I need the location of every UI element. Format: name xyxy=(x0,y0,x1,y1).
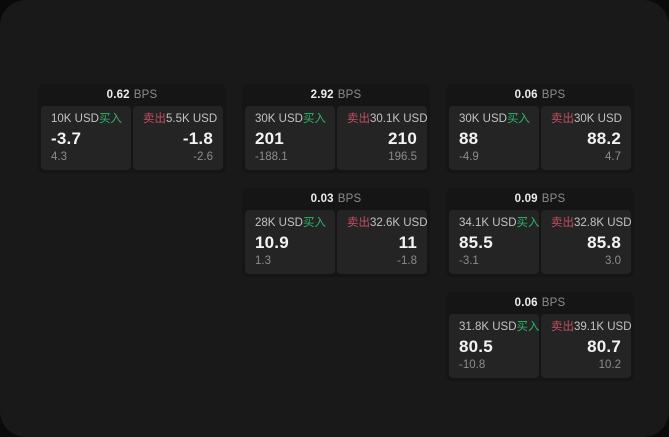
quote-card: 0.09 BPS 34.1K USD 买入 85.5 -3.1 卖出 32.8K… xyxy=(446,188,634,277)
card-header: 2.92 BPS xyxy=(242,84,430,106)
sell-side-label: 卖出 xyxy=(347,217,370,229)
buy-side-label: 买入 xyxy=(302,113,326,125)
sell-sub-value: -1.8 xyxy=(397,254,417,267)
sell-side-label: 卖出 xyxy=(551,321,574,333)
sell-panel[interactable]: 卖出 30.1K USD 210 196.5 xyxy=(337,106,428,170)
card-body: 30K USD 买入 201 -188.1 卖出 30.1K USD 210 1… xyxy=(242,106,430,173)
sell-sub-value: 196.5 xyxy=(388,150,417,163)
sell-amount: 39.1K USD xyxy=(574,321,632,333)
buy-price: 10.9 xyxy=(255,233,289,252)
buy-amount: 10K USD xyxy=(51,113,99,125)
buy-price: 80.5 xyxy=(459,337,493,356)
buy-price: 88 xyxy=(459,129,479,148)
buy-panel[interactable]: 10K USD 买入 -3.7 4.3 xyxy=(41,106,131,170)
sell-side-label: 卖出 xyxy=(143,113,166,125)
card-body: 34.1K USD 买入 85.5 -3.1 卖出 32.8K USD 85.8… xyxy=(446,210,634,277)
sell-amount: 32.8K USD xyxy=(574,217,632,229)
sell-sub-value: 4.7 xyxy=(605,150,621,163)
card-body: 28K USD 买入 10.9 1.3 卖出 32.6K USD 11 -1.8 xyxy=(242,210,430,277)
sell-side-label: 卖出 xyxy=(347,113,370,125)
bps-unit: BPS xyxy=(541,193,566,205)
sell-amount: 5.5K USD xyxy=(166,113,218,125)
buy-sub-value: -4.9 xyxy=(459,150,479,163)
sell-sub-value: -2.6 xyxy=(193,150,213,163)
buy-panel[interactable]: 28K USD 买入 10.9 1.3 xyxy=(245,210,335,274)
bps-unit: BPS xyxy=(337,89,362,101)
buy-amount: 30K USD xyxy=(255,113,303,125)
buy-side-label: 买入 xyxy=(506,113,530,125)
bps-unit: BPS xyxy=(133,89,158,101)
bps-value: 0.09 xyxy=(514,193,538,205)
quotes-grid: 0.62 BPS 10K USD 买入 -3.7 4.3 卖出 5.5K USD xyxy=(38,84,634,381)
sell-panel[interactable]: 卖出 32.8K USD 85.8 3.0 xyxy=(541,210,632,274)
buy-panel[interactable]: 34.1K USD 买入 85.5 -3.1 xyxy=(449,210,540,274)
quote-card: 0.62 BPS 10K USD 买入 -3.7 4.3 卖出 5.5K USD xyxy=(38,84,226,173)
card-body: 30K USD 买入 88 -4.9 卖出 30K USD 88.2 4.7 xyxy=(446,106,634,173)
quote-card: 0.06 BPS 30K USD 买入 88 -4.9 卖出 30K USD xyxy=(446,84,634,173)
quote-card: 0.03 BPS 28K USD 买入 10.9 1.3 卖出 32.6K US… xyxy=(242,188,430,277)
buy-sub-value: 4.3 xyxy=(51,150,67,163)
sell-price: 210 xyxy=(388,129,417,148)
bps-unit: BPS xyxy=(541,297,566,309)
bps-value: 0.62 xyxy=(106,89,130,101)
buy-price: -3.7 xyxy=(51,129,82,148)
sell-sub-value: 10.2 xyxy=(598,358,621,371)
buy-price: 201 xyxy=(255,129,284,148)
card-body: 31.8K USD 买入 80.5 -10.8 卖出 39.1K USD 80.… xyxy=(446,314,634,381)
buy-sub-value: 1.3 xyxy=(255,254,271,267)
quote-card: 2.92 BPS 30K USD 买入 201 -188.1 卖出 30.1K … xyxy=(242,84,430,173)
sell-amount: 30K USD xyxy=(574,113,622,125)
card-header: 0.09 BPS xyxy=(446,188,634,210)
bps-value: 0.03 xyxy=(310,193,334,205)
card-body: 10K USD 买入 -3.7 4.3 卖出 5.5K USD -1.8 -2.… xyxy=(38,106,226,173)
bps-value: 0.06 xyxy=(514,297,538,309)
bps-unit: BPS xyxy=(541,89,566,101)
buy-amount: 34.1K USD xyxy=(459,217,517,229)
card-header: 0.62 BPS xyxy=(38,84,226,106)
buy-sub-value: -188.1 xyxy=(255,150,288,163)
card-header: 0.03 BPS xyxy=(242,188,430,210)
sell-side-label: 卖出 xyxy=(551,113,574,125)
quote-card: 0.06 BPS 31.8K USD 买入 80.5 -10.8 卖出 39.1… xyxy=(446,292,634,381)
sell-price: 85.8 xyxy=(587,233,621,252)
buy-panel[interactable]: 30K USD 买入 88 -4.9 xyxy=(449,106,539,170)
sell-price: 11 xyxy=(398,233,417,252)
sell-panel[interactable]: 卖出 39.1K USD 80.7 10.2 xyxy=(541,314,632,378)
sell-sub-value: 3.0 xyxy=(605,254,621,267)
card-header: 0.06 BPS xyxy=(446,84,634,106)
buy-sub-value: -10.8 xyxy=(459,358,486,371)
sell-side-label: 卖出 xyxy=(551,217,574,229)
sell-panel[interactable]: 卖出 30K USD 88.2 4.7 xyxy=(541,106,631,170)
buy-side-label: 买入 xyxy=(516,321,540,333)
buy-side-label: 买入 xyxy=(302,217,326,229)
sell-price: 80.7 xyxy=(587,337,621,356)
bps-value: 0.06 xyxy=(514,89,538,101)
sell-amount: 32.6K USD xyxy=(370,217,428,229)
sell-panel[interactable]: 卖出 32.6K USD 11 -1.8 xyxy=(337,210,428,274)
buy-side-label: 买入 xyxy=(98,113,122,125)
bps-value: 2.92 xyxy=(310,89,334,101)
bps-unit: BPS xyxy=(337,193,362,205)
sell-panel[interactable]: 卖出 5.5K USD -1.8 -2.6 xyxy=(133,106,223,170)
sell-price: 88.2 xyxy=(587,129,621,148)
buy-panel[interactable]: 30K USD 买入 201 -188.1 xyxy=(245,106,335,170)
buy-sub-value: -3.1 xyxy=(459,254,479,267)
buy-price: 85.5 xyxy=(459,233,493,252)
card-header: 0.06 BPS xyxy=(446,292,634,314)
sell-amount: 30.1K USD xyxy=(370,113,428,125)
buy-panel[interactable]: 31.8K USD 买入 80.5 -10.8 xyxy=(449,314,540,378)
buy-amount: 28K USD xyxy=(255,217,303,229)
buy-side-label: 买入 xyxy=(516,217,540,229)
buy-amount: 30K USD xyxy=(459,113,507,125)
buy-amount: 31.8K USD xyxy=(459,321,517,333)
sell-price: -1.8 xyxy=(182,129,213,148)
